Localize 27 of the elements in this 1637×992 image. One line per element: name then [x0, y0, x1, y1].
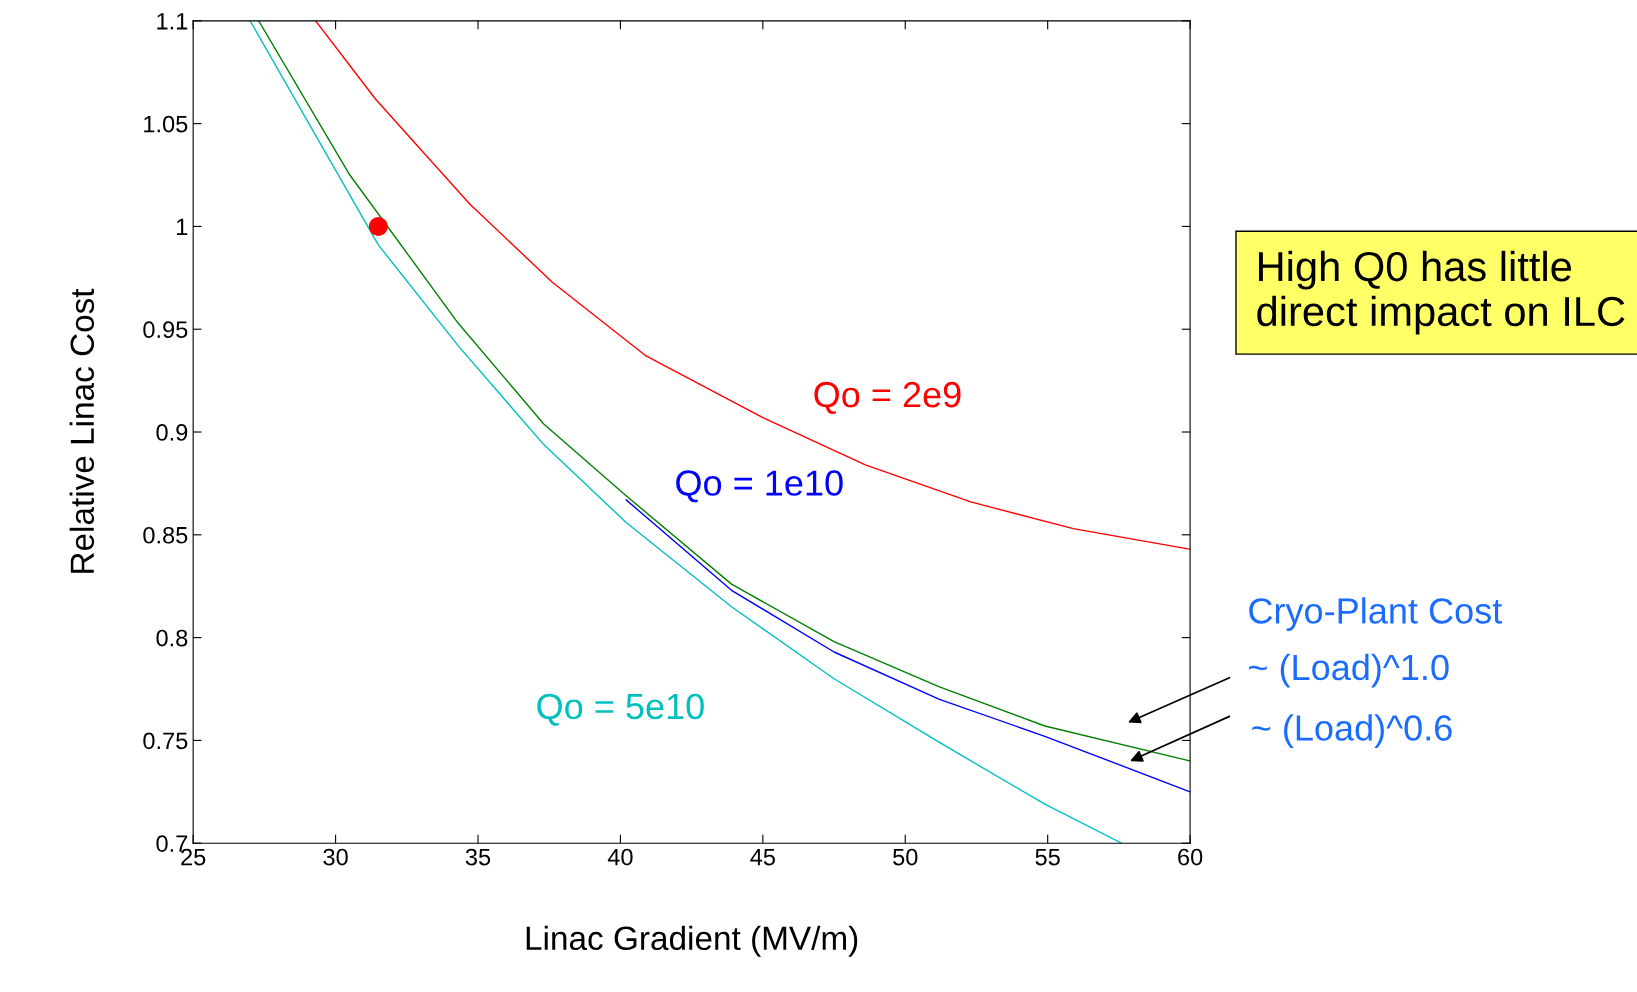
- text: Cryo-Plant Cost: [1249, 597, 1502, 631]
- text: ~ (Load)^0.6: [1252, 714, 1452, 748]
- x-tick-label: 55: [1035, 848, 1060, 866]
- x-tick-label: 45: [750, 848, 775, 866]
- line-series: [249, 20, 1123, 844]
- x-tick-label: 60: [1178, 848, 1203, 866]
- y-tick-label: 1.1: [157, 13, 188, 30]
- series-label: Qo = 1e10: [676, 470, 843, 503]
- x-tick-label: 35: [465, 848, 491, 866]
- text: Qo = 5e10: [537, 693, 704, 726]
- y-tick-label: 0.95: [143, 321, 188, 339]
- y-tick-label: 0.75: [143, 732, 188, 750]
- series-label: Qo = 2e9: [814, 381, 961, 414]
- y-tick-label: 1: [176, 218, 188, 235]
- y-tick-label: 0.9: [156, 424, 188, 441]
- y-tick-label: 0.8: [156, 629, 188, 647]
- line-series: [314, 20, 1191, 550]
- text: ~ (Load)^1.0: [1249, 653, 1449, 688]
- x-tick-label: 50: [893, 848, 918, 866]
- line-series: [257, 20, 1191, 762]
- y-tick-label: 0.85: [143, 526, 188, 544]
- text: High Q0 has little direct impact on ILC: [1257, 250, 1625, 335]
- x-tick-label: 40: [607, 848, 633, 866]
- x-tick-label: 30: [323, 848, 348, 866]
- y-axis-title: Relative Linac Cost: [69, 288, 95, 573]
- x-axis-title: Linac Gradient (MV/m): [526, 925, 858, 957]
- y-tick-label: 1.05: [144, 115, 188, 133]
